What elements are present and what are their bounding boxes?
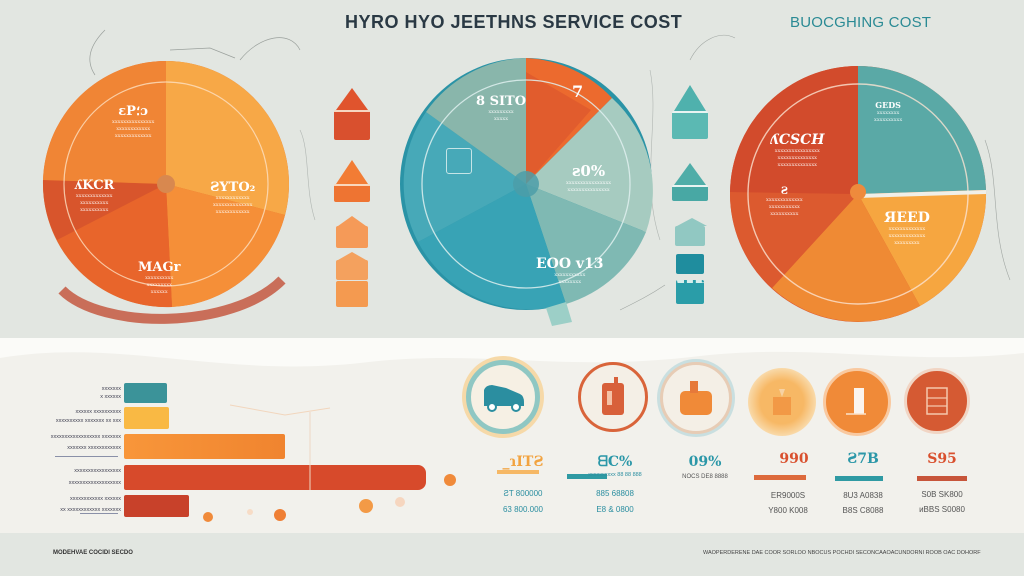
left-pie-chart: ɛP؛ɔ xxxxxxxxxxxxxxx xxxxxxxxxxxx xxxxxx…	[42, 60, 302, 330]
pie-label: 7	[572, 82, 584, 101]
house-icon	[334, 160, 370, 202]
bar-label: xxxxxxxxxxxxxxxxxx xxxxxxx xxxxxxx xxxxxx…	[50, 434, 121, 451]
wings-icon	[336, 281, 372, 307]
car-icon	[484, 385, 524, 412]
tower-icon-circle	[748, 368, 816, 436]
house-icon	[334, 88, 370, 140]
bar-label: xxxxxx xxxxxxxxxx xxxxxxxxxx xxxxxxx xx x…	[55, 409, 121, 424]
flame-icon	[336, 252, 372, 280]
station-icon-circle	[904, 368, 970, 434]
panel-icon	[846, 388, 866, 415]
bar-label: xxxxxxxxxxxxxxxxx xxxxxxxxxxxxxxxxxxx	[68, 468, 121, 486]
fuel-pump-icon	[602, 377, 624, 415]
building-icon	[446, 148, 472, 174]
stat-underline	[497, 470, 539, 474]
pie-label: GEDS xxxxxxxx xxxxxxxxxx	[874, 100, 903, 123]
pie-label: EOO ᴠ13 xxxxxxxxxxx xxxxxxxx	[536, 256, 604, 285]
container-icon	[680, 381, 712, 415]
bar-red	[124, 465, 426, 490]
bar-orange	[124, 434, 285, 459]
center-pie-chart: 8 SITO xxxxxxxxx xxxxx 7 ƨ0% xxxxxxxxxxx…	[396, 52, 660, 328]
pie-label: 8 SITO xxxxxxxxx xxxxx	[476, 94, 527, 122]
fuel-icon	[676, 254, 712, 274]
bar-yellow	[124, 407, 169, 429]
pie-label: ƨ0% xxxxxxxxxxxxxxxx xxxxxxxxxxxxxxx	[566, 162, 612, 193]
stat-underline	[835, 476, 883, 481]
pie-label: ƧYTO₂ xxxxxxxxxxxx xxxxxxxxxxxxxx xxxxxx…	[210, 180, 256, 215]
grid-icon	[676, 280, 712, 304]
bar-label: xxxxxxx x xxxxxx	[100, 386, 121, 400]
page-title: HYRO HYO JEETHNS SERVICE COST	[345, 12, 683, 32]
leaf-icon	[336, 216, 372, 248]
house-icon	[672, 85, 708, 139]
panel-icon-circle	[823, 368, 891, 436]
page-subtitle: BUOCGHING COST	[790, 14, 932, 31]
pie-label: ʎKCR xxxxxxxxxxxxx xxxxxxxxxx xxxxxxxxxx	[74, 178, 115, 213]
stat-progress-bar	[567, 474, 607, 479]
bar-label: xxxxxxxxxxxx xxxxxx xx xxxxxxxxxxxx xxxxx…	[60, 496, 121, 513]
stat-underline	[754, 475, 806, 480]
bar-teal	[124, 383, 167, 403]
stat-underline	[917, 476, 967, 481]
container-icon-circle	[660, 362, 732, 434]
station-icon	[926, 387, 948, 415]
footer-band	[0, 533, 1024, 576]
wave-decoration	[0, 338, 1024, 367]
tree-icon	[675, 218, 711, 246]
pie-label: Ƨ xxxxxxxxxxxxx xxxxxxxxxxx xxxxxxxxxx	[766, 186, 803, 217]
decorative-lines	[89, 29, 1011, 311]
footer-left-text: MODEHVAE COCIDI SECDO	[53, 550, 133, 556]
right-pie-chart: ʎCSCH xxxxxxxxxxxxxxxx xxxxxxxxxxxxxx xx…	[724, 62, 994, 332]
footer-right-text: WAOPERDERENE DAE COOR SORLOO NBOCUS POCH…	[703, 550, 981, 556]
divider	[55, 456, 118, 457]
pump-icon-circle	[578, 362, 648, 432]
pie-label: ЯEED xxxxxxxxxxxxx xxxxxxxxxxxxx xxxxxxx…	[884, 210, 930, 246]
pie-label: ʎCSCH xxxxxxxxxxxxxxxx xxxxxxxxxxxxxx xx…	[770, 132, 825, 168]
house-icon	[672, 163, 708, 201]
decorative-dots	[203, 404, 456, 522]
pie-label: ɛP؛ɔ xxxxxxxxxxxxxxx xxxxxxxxxxxx xxxxxx…	[112, 104, 155, 139]
car-icon-circle	[466, 360, 540, 434]
tower-icon	[773, 389, 791, 415]
bar-dark-red	[124, 495, 189, 517]
pie-label: MAGr xxxxxxxxxx xxxxxxxxx xxxxxx	[138, 260, 181, 295]
divider	[80, 513, 118, 514]
